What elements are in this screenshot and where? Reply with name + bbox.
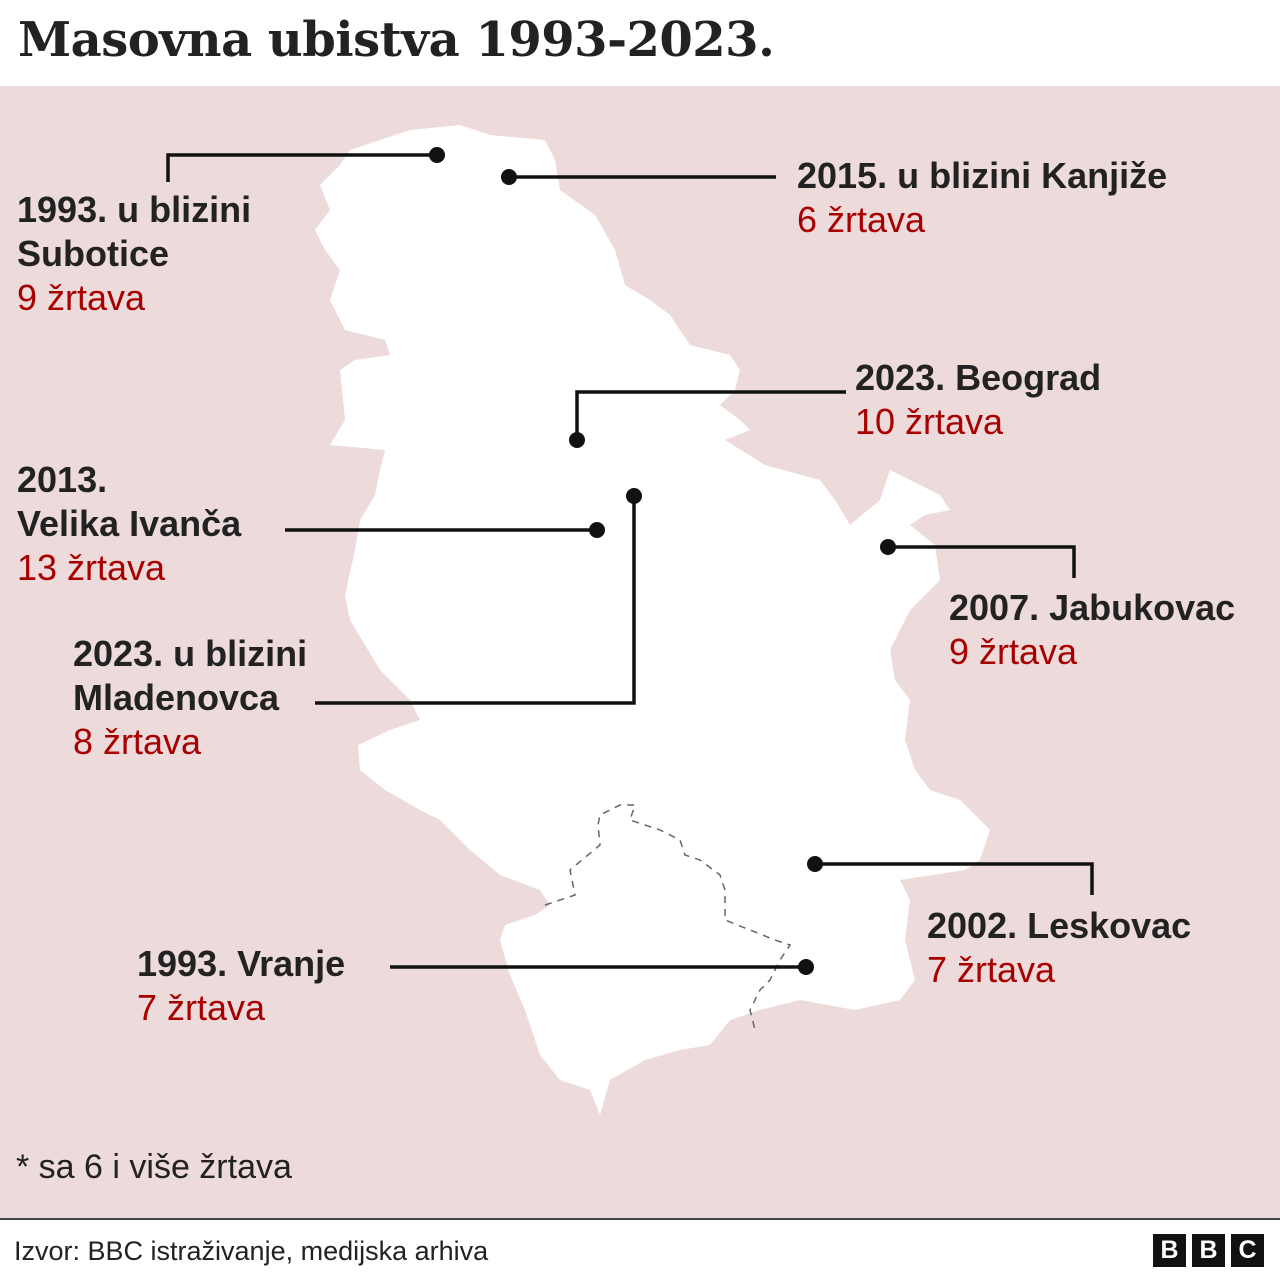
event-place: 2023. Beograd	[855, 357, 1102, 398]
label-beograd: 2023. Beograd 10 žrtava	[855, 356, 1101, 444]
label-kanjiza: 2015. u blizini Kanjiže 6 žrtava	[797, 154, 1167, 242]
marker-kanjiza	[501, 169, 517, 185]
event-place: 1993. u blizini Subotice	[17, 189, 252, 274]
footer-divider	[0, 1218, 1280, 1220]
marker-vranje	[798, 959, 814, 975]
event-victims: 6 žrtava	[797, 199, 926, 240]
logo-letter: B	[1192, 1234, 1225, 1267]
bbc-logo: B B C	[1153, 1234, 1264, 1267]
event-victims: 13 žrtava	[17, 547, 166, 588]
event-place: 1993. Vranje	[137, 943, 346, 984]
leader-line-mladenovac	[315, 496, 636, 705]
label-jabukovac: 2007. Jabukovac 9 žrtava	[949, 586, 1235, 674]
label-vranje: 1993. Vranje 7 žrtava	[137, 942, 345, 1030]
marker-leskovac	[807, 856, 823, 872]
event-victims: 7 žrtava	[137, 987, 266, 1028]
event-place: 2023. u blizini Mladenovca	[73, 633, 308, 718]
leader-line-subotica	[166, 153, 437, 182]
label-leskovac: 2002. Leskovac 7 žrtava	[927, 904, 1191, 992]
source-text: Izvor: BBC istraživanje, medijska arhiva	[14, 1236, 489, 1266]
leader-line-jabukovac	[888, 545, 1076, 578]
leader-line-beograd	[575, 390, 846, 440]
event-place: 2013. Velika Ivanča	[17, 459, 242, 544]
event-victims: 7 žrtava	[927, 949, 1056, 990]
event-victims: 8 žrtava	[73, 721, 202, 762]
event-place: 2002. Leskovac	[927, 905, 1192, 946]
logo-letter: C	[1231, 1234, 1264, 1267]
footnote: * sa 6 i više žrtava	[16, 1148, 292, 1186]
label-mladenovac: 2023. u blizini Mladenovca 8 žrtava	[73, 632, 307, 764]
event-place: 2015. u blizini Kanjiže	[797, 155, 1168, 196]
event-victims: 9 žrtava	[949, 631, 1078, 672]
marker-subotica	[429, 147, 445, 163]
event-place: 2007. Jabukovac	[949, 587, 1236, 628]
marker-beograd	[569, 432, 585, 448]
chart-title: Masovna ubistva 1993-2023.	[18, 12, 775, 68]
marker-mladenovac	[626, 488, 642, 504]
leader-line-leskovac	[815, 862, 1094, 895]
event-victims: 9 žrtava	[17, 277, 146, 318]
logo-letter: B	[1153, 1234, 1186, 1267]
label-velika-ivanca: 2013. Velika Ivanča 13 žrtava	[17, 458, 241, 590]
event-victims: 10 žrtava	[855, 401, 1004, 442]
label-subotica: 1993. u blizini Subotice 9 žrtava	[17, 188, 251, 320]
marker-velika-ivanca	[589, 522, 605, 538]
marker-jabukovac	[880, 539, 896, 555]
